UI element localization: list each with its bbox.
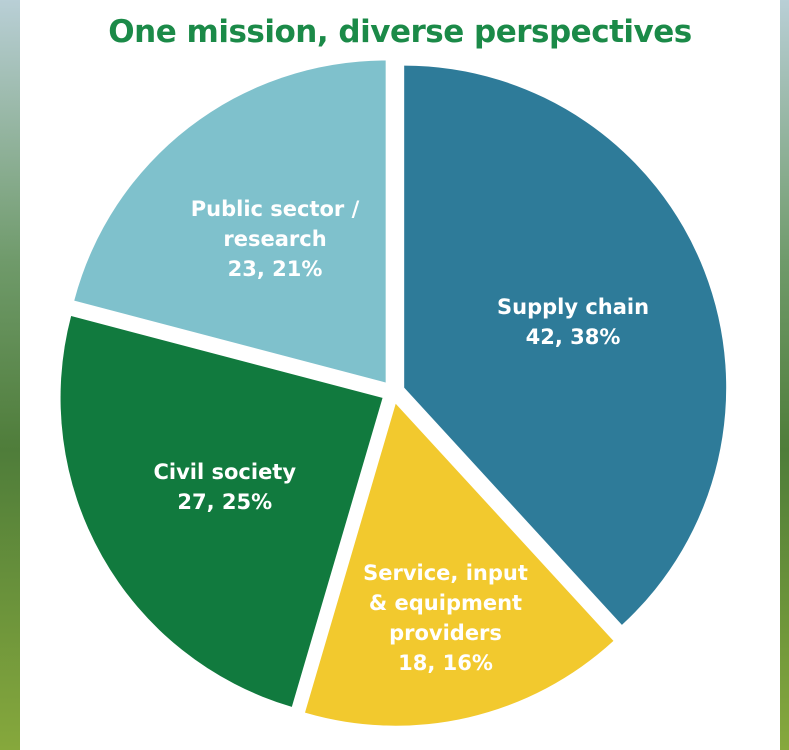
slice-name: Service, input & equipment providers [363,560,528,645]
slice-value: 23, 21% [227,257,323,281]
slice-name: Civil society [153,460,297,484]
chart-title: One mission, diverse perspectives [108,14,692,50]
slice-label: Service, input & equipment providers 18, … [351,558,541,678]
slice-value: 18, 16% [398,650,493,675]
slice-name: Public sector / research [190,197,360,251]
pie-slice [74,60,386,383]
pie-slice [60,316,383,707]
slice-label: Supply chain 42, 38% [478,292,668,352]
slice-name: Supply chain [497,294,650,319]
slice-value: 42, 38% [525,324,621,349]
slice-label: Civil society 27, 25% [130,457,320,517]
slice-label: Public sector / research 23, 21% [180,194,370,284]
pie-slice [404,65,727,625]
pie-slice [305,403,614,726]
slice-value: 27, 25% [177,490,273,514]
